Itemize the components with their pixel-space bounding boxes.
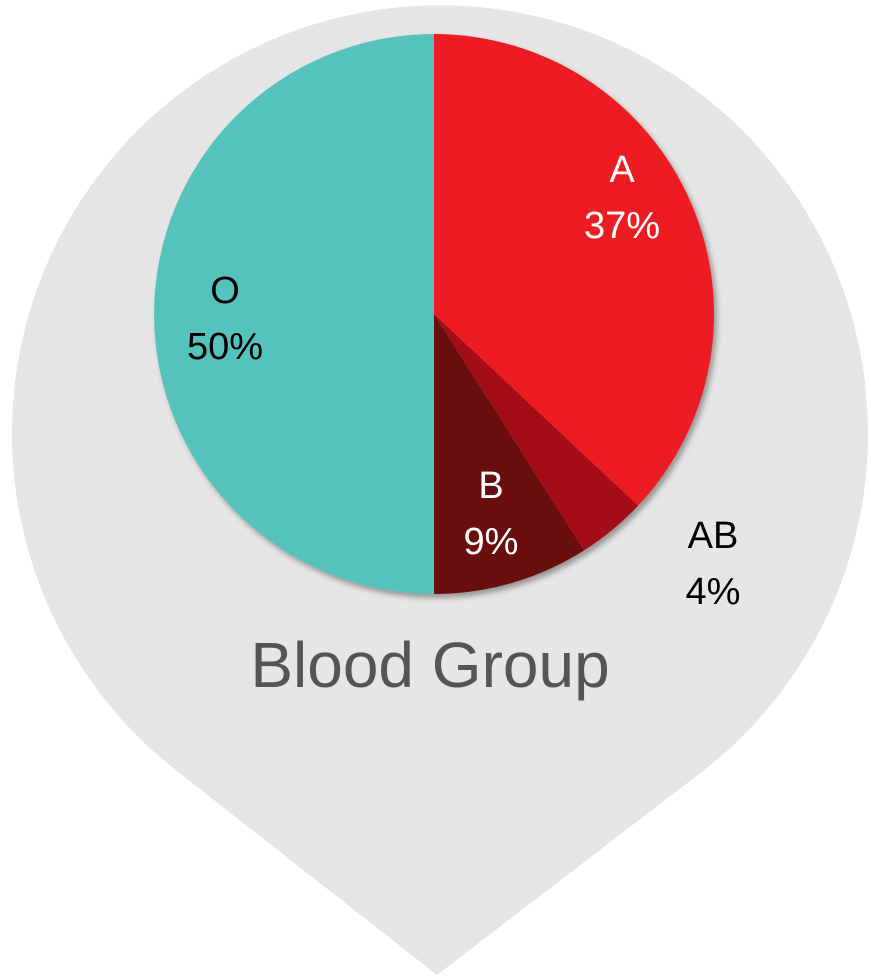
slice-category-label: A — [609, 149, 635, 191]
slice-category-label: O — [210, 270, 240, 312]
pie-slice — [434, 34, 715, 506]
pie-slice — [154, 34, 434, 594]
slice-value-label: 4% — [686, 571, 741, 613]
slice-category-label: B — [478, 465, 503, 507]
pie-slice — [434, 314, 639, 551]
slice-value-label: 37% — [584, 205, 660, 247]
pie-slice — [434, 314, 585, 594]
slice-value-label: 50% — [187, 326, 263, 368]
chart-title: Blood Group — [250, 629, 609, 701]
slice-category-label: AB — [688, 515, 739, 557]
pie — [154, 34, 715, 594]
slice-value-label: 9% — [464, 521, 519, 563]
